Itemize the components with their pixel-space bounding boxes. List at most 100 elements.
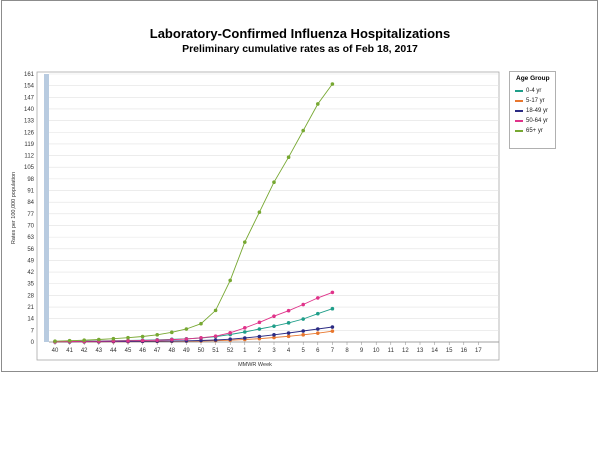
series-line [54,83,333,342]
data-point [301,329,306,333]
legend-item: 5-17 yr [515,96,555,106]
series-line [54,291,333,343]
x-tick-label: 44 [110,348,117,354]
data-point [140,334,145,339]
y-tick-label: 133 [24,119,35,125]
y-tick-label: 154 [24,84,35,90]
x-tick-label: 5 [302,348,306,354]
data-point [301,128,306,133]
x-tick-label: 52 [227,348,234,354]
data-point [170,337,174,342]
data-point [286,155,291,160]
x-tick-label: 10 [373,348,380,354]
legend-item: 65+ yr [515,126,555,136]
legend-label: 65+ yr [526,128,543,134]
data-point [286,331,291,335]
data-point [155,338,159,342]
data-point [53,339,57,343]
series-points [53,82,335,344]
data-point [67,338,72,343]
legend: Age Group 0-4 yr 5-17 yr 18-49 yr 50-64 yr 6… [509,71,556,149]
x-tick-label: 8 [345,348,349,354]
x-tick-label: 43 [95,348,102,354]
legend-title: Age Group [516,75,550,82]
y-tick-label: 63 [27,235,34,241]
data-point [330,306,335,311]
x-tick-label: 6 [316,348,320,354]
data-point [330,290,335,295]
data-point [243,326,247,330]
x-tick-label: 4 [287,348,291,354]
legend-swatch [515,110,523,112]
y-tick-label: 35 [27,282,34,288]
x-tick-label: 42 [81,348,88,354]
y-tick-label: 105 [24,165,35,171]
x-tick-label: 17 [475,348,482,354]
y-tick-label: 119 [24,142,34,148]
legend-item: 0-4 yr [515,86,555,96]
y-tick-label: 14 [27,317,34,323]
data-point [257,320,262,325]
y-axis-label: Rates per 100,000 population [11,172,17,244]
legend-label: 50-64 yr [526,118,549,124]
y-tick-label: 77 [27,212,34,218]
x-tick-label: 3 [272,348,276,354]
data-point [199,338,203,343]
x-tick-label: 15 [446,348,453,354]
x-tick-label: 41 [66,348,73,354]
x-tick-label: 48 [168,348,175,354]
x-tick-label: 14 [431,348,438,354]
data-point [272,180,276,184]
x-tick-labels: 40 41 42 43 44 45 46 47 48 49 50 51 52 1 2 3 4 5 6 7 8 9 10 11 1… [52,348,483,354]
data-point [316,102,320,106]
legend-swatch [515,100,523,102]
y-tick-label: 147 [24,95,35,101]
x-tick-label: 46 [139,348,146,354]
legend-swatch [515,120,523,122]
y-tick-label: 98 [27,177,34,183]
x-tick-label: 13 [417,348,424,354]
data-point [213,338,218,342]
data-point [316,296,320,300]
x-tick-label: 12 [402,348,409,354]
data-point [199,336,203,340]
data-point [228,278,232,283]
data-point [301,333,306,337]
y-tick-label: 56 [27,247,34,253]
chart-title: Laboratory-Confirmed Influenza Hospitali… [149,26,451,41]
x-tick-label: 47 [154,348,161,354]
y-tick-label: 0 [31,340,35,346]
data-point [243,336,247,340]
y-tick-label: 161 [24,72,35,78]
x-tick-label: 51 [212,348,219,354]
x-tick-label: 1 [243,348,247,354]
data-point [272,314,276,318]
legend-label: 0-4 yr [526,88,542,94]
legend-item: 18-49 yr [515,106,555,116]
x-axis-label: MMWR Week [238,362,272,368]
data-point [82,338,86,342]
data-point [228,337,232,341]
legend-items: 0-4 yr 5-17 yr 18-49 yr 50-64 yr 65+ yr [510,86,555,136]
data-point [184,327,189,331]
series-lines [54,83,333,343]
chart-subtitle: Preliminary cumulative rates as of Feb 1… [182,43,418,55]
x-tick-label: 45 [125,348,132,354]
x-tick-label: 16 [460,348,467,354]
data-point [330,329,335,333]
data-point [272,324,276,328]
data-point [228,331,232,335]
data-point [316,311,320,316]
legend-label: 18-49 yr [526,108,549,114]
y-tick-label: 49 [27,258,34,264]
data-point [272,335,276,340]
data-point [126,339,130,343]
x-tick-label: 2 [258,348,262,354]
legend-label: 5-17 yr [526,98,545,104]
data-point [243,330,247,334]
data-point [286,321,291,325]
data-point [140,338,145,343]
y-tick-label: 70 [27,223,34,229]
data-point [170,330,174,335]
